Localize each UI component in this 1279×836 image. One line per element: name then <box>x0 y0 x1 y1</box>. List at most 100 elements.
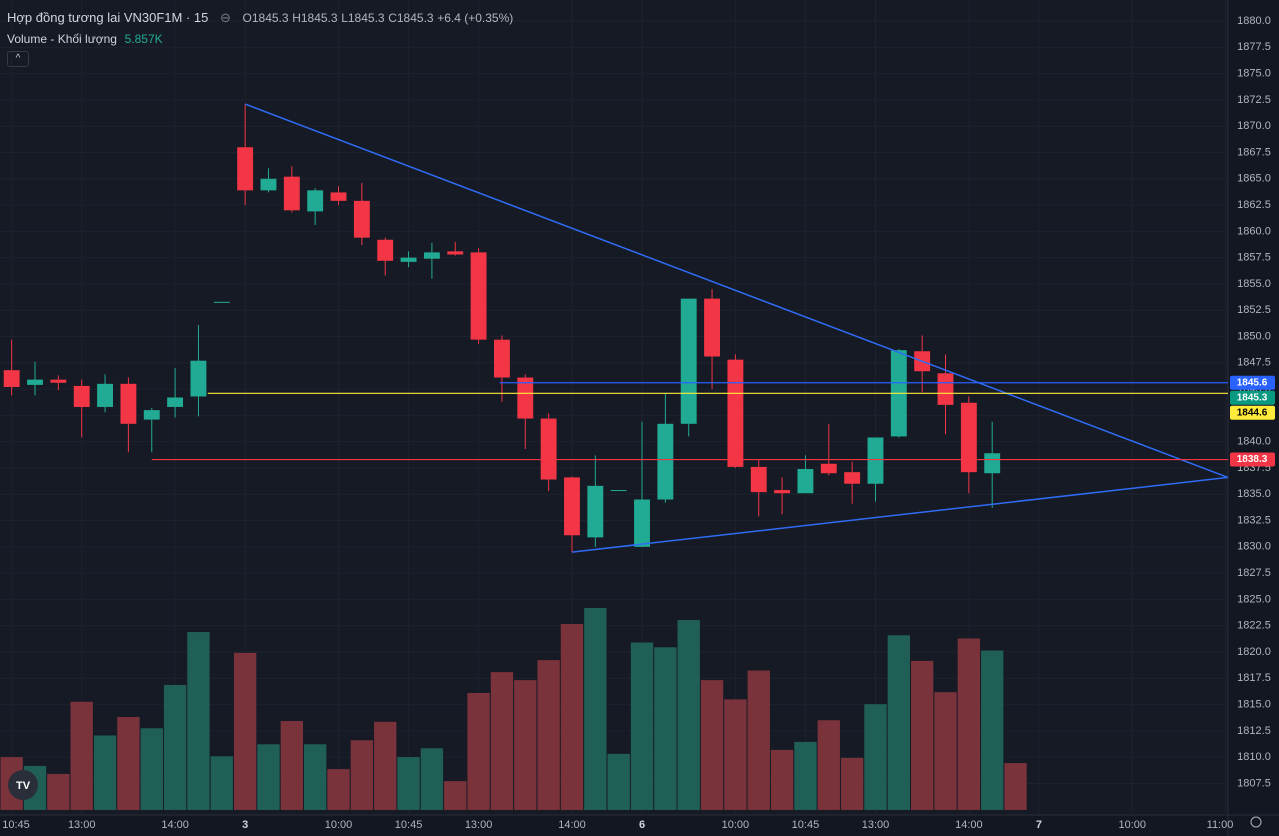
candle-body <box>213 301 230 303</box>
volume-bar <box>957 638 981 810</box>
volume-bar <box>630 642 654 810</box>
volume-bar <box>397 757 420 810</box>
price-label: 1838.3 <box>1237 454 1268 465</box>
volume-bar <box>187 632 210 810</box>
price-label: 1844.6 <box>1237 407 1268 418</box>
y-tick-label: 1872.5 <box>1237 94 1271 106</box>
collapse-button[interactable]: ^ <box>7 51 29 67</box>
volume-bar <box>467 692 490 810</box>
volume-title: Volume - Khối lượng <box>7 32 117 46</box>
volume-pane <box>0 608 1027 810</box>
x-tick-label: 13:00 <box>68 819 96 831</box>
ohlc-value: 1845.3 <box>347 11 385 25</box>
ohlc-label: L <box>341 11 348 25</box>
y-tick-label: 1860.0 <box>1237 225 1271 237</box>
candles <box>3 104 1001 553</box>
price-label: 1845.6 <box>1237 377 1268 388</box>
candle-body <box>377 239 394 261</box>
trendline <box>571 476 1229 553</box>
candle-body <box>774 490 791 494</box>
y-tick-label: 1857.5 <box>1237 252 1271 264</box>
candle-body <box>27 379 43 385</box>
x-tick-label: 10:45 <box>792 819 820 831</box>
volume-legend: Volume - Khối lượng 5.857K <box>7 31 513 47</box>
volume-bar <box>887 635 910 810</box>
drawings <box>151 103 1229 553</box>
volume-bar <box>747 670 770 810</box>
candle-body <box>120 383 137 424</box>
y-tick-label: 1830.0 <box>1237 541 1271 553</box>
x-tick-label: 10:45 <box>2 819 30 831</box>
candle-body <box>3 370 20 387</box>
candle-body <box>540 418 557 480</box>
price-label: 1845.3 <box>1237 392 1268 403</box>
volume-bar <box>560 624 584 810</box>
candle-body <box>750 466 767 493</box>
candle-body <box>237 147 254 191</box>
candle-body <box>960 402 977 473</box>
x-tick-label: 10:00 <box>722 819 750 831</box>
y-tick-label: 1825.0 <box>1237 593 1271 605</box>
candle-body <box>634 499 650 547</box>
y-tick-label: 1810.0 <box>1237 751 1271 763</box>
volume-bar <box>444 781 467 810</box>
y-tick-label: 1807.5 <box>1237 777 1271 789</box>
volume-bar <box>537 660 560 810</box>
x-tick-label: 14:00 <box>558 819 586 831</box>
volume-bar <box>910 660 934 810</box>
y-tick-label: 1852.5 <box>1237 304 1271 316</box>
x-tick-label: 10:00 <box>1119 819 1147 831</box>
candle-body <box>844 472 861 484</box>
y-tick-label: 1870.0 <box>1237 120 1271 132</box>
x-tick-label: 3 <box>242 819 248 831</box>
candle-body <box>494 339 510 378</box>
volume-bar <box>117 717 140 810</box>
candle-body <box>610 490 627 492</box>
candle-body <box>470 252 487 340</box>
y-tick-label: 1855.0 <box>1237 278 1271 290</box>
candle-body <box>704 298 720 357</box>
volume-bar <box>257 744 280 810</box>
volume-bar <box>490 672 514 810</box>
logo <box>8 770 38 800</box>
settings-icon[interactable] <box>1250 816 1262 828</box>
trendline <box>244 103 1229 479</box>
candle-body <box>564 477 580 536</box>
x-tick-label: 13:00 <box>465 819 493 831</box>
header-row: Hợp đồng tương lai VN30F1M · 15 ⊖ O1845.… <box>7 10 513 26</box>
y-tick-label: 1850.0 <box>1237 330 1271 342</box>
ohlc-value: 1845.3 <box>251 11 289 25</box>
candle-body <box>330 192 347 201</box>
candle-body <box>73 385 90 407</box>
volume-bar <box>280 721 303 810</box>
volume-bar <box>420 748 444 810</box>
volume-bar <box>584 608 607 810</box>
volume-bar <box>350 740 374 810</box>
candle-body <box>50 379 67 383</box>
candle-body <box>984 453 1001 474</box>
volume-bar <box>210 756 233 810</box>
candle-body <box>517 377 534 419</box>
candle-body <box>353 200 370 238</box>
y-tick-label: 1847.5 <box>1237 357 1271 369</box>
candle-body <box>97 383 113 407</box>
collapse-icon[interactable]: ⊖ <box>219 10 231 25</box>
candle-body <box>283 176 300 211</box>
ohlc-label: H <box>292 11 301 25</box>
candle-body <box>400 257 417 262</box>
candle-body <box>260 178 277 191</box>
y-tick-label: 1812.5 <box>1237 725 1271 737</box>
volume-bar <box>794 741 817 810</box>
change: +6.4 (+0.35%) <box>437 11 514 25</box>
ohlc-value: 1845.3 <box>396 11 434 25</box>
x-tick-label: 10:00 <box>325 819 353 831</box>
volume-bar <box>934 692 957 810</box>
y-tick-label: 1820.0 <box>1237 646 1271 658</box>
volume-bar <box>303 744 327 810</box>
volume-bar <box>93 735 117 810</box>
volume-bar <box>70 701 93 810</box>
symbol-title: Hợp đồng tương lai VN30F1M · 15 <box>7 10 209 25</box>
candle-body <box>587 485 604 538</box>
candle-body <box>423 252 440 259</box>
candle-body <box>680 298 697 424</box>
